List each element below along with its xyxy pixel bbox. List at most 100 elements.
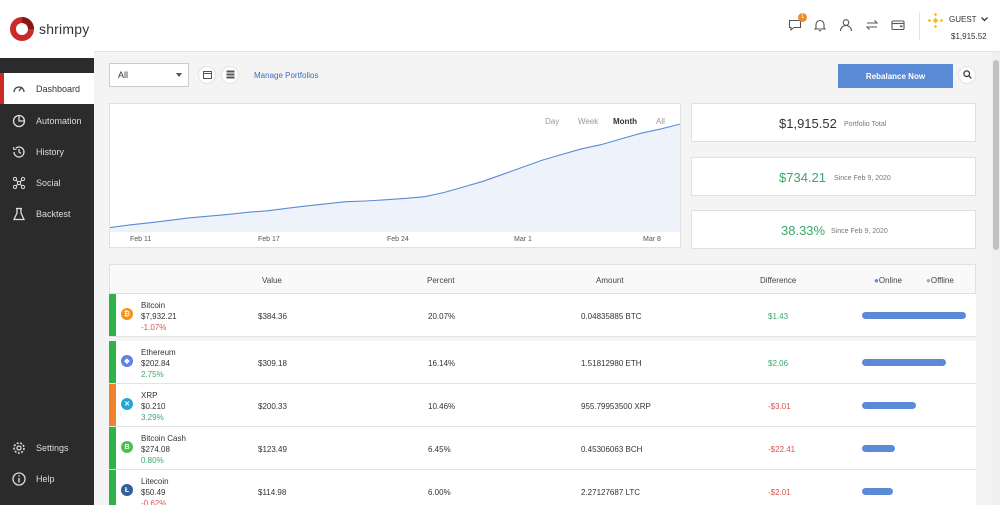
rebalance-now-button[interactable]: Rebalance Now: [838, 64, 953, 88]
caret-down-icon: [176, 73, 182, 77]
sidebar-item-social[interactable]: Social: [0, 167, 94, 198]
list-view-button[interactable]: [221, 66, 239, 84]
coin-change: 0.80%: [141, 456, 164, 465]
table-row[interactable]: ✕ XRP $0.210 3.29% $200.33 10.46% 955.79953500…: [109, 384, 976, 427]
column-header-amount: Amount: [596, 276, 624, 285]
x-tick-label: Mar 1: [514, 236, 532, 243]
list-icon: [226, 66, 235, 84]
range-tab-month[interactable]: Month: [613, 117, 637, 126]
search-button[interactable]: [958, 66, 976, 84]
sidebar-item-settings[interactable]: Settings: [0, 432, 94, 463]
coin-icon: ◆: [121, 355, 133, 367]
coin-price: $50.49: [141, 488, 166, 497]
flask-icon: [12, 207, 26, 221]
cell-difference: $1.43: [768, 312, 789, 321]
shrimpy-logo-icon: [9, 16, 35, 42]
sidebar-item-dashboard[interactable]: Dashboard: [0, 73, 94, 104]
sidebar-item-automation[interactable]: Automation: [0, 105, 94, 136]
table-row[interactable]: B Bitcoin Cash $274.08 0.80% $123.49 6.45% 0.4…: [109, 427, 976, 470]
calendar-button[interactable]: [198, 66, 216, 84]
sidebar: shrimpy Dashboard Automation History Soc…: [0, 0, 94, 505]
cell-percent: 10.46%: [428, 402, 456, 411]
stat-label: Portfolio Total: [844, 121, 887, 128]
holdings-table-header: Value Percent Amount Difference ●Online …: [109, 264, 976, 294]
sidebar-item-history[interactable]: History: [0, 136, 94, 167]
column-header-value: Value: [262, 276, 282, 285]
coin-glyph: B: [124, 443, 130, 451]
coin-name: Litecoin: [141, 477, 169, 486]
sidebar-item-help[interactable]: Help: [0, 463, 94, 494]
stat-value: 38.33%: [781, 223, 826, 238]
portfolio-chart-card: Day Week Month All Feb 11 Feb 17 Feb 24 …: [109, 103, 681, 248]
x-tick-label: Mar 8: [643, 236, 661, 243]
x-tick-label: Feb 11: [130, 236, 152, 243]
chart-series-line: [110, 123, 680, 229]
row-status-strip: [109, 470, 116, 505]
user-icon[interactable]: [839, 18, 853, 32]
coin-icon: ✕: [121, 398, 133, 410]
topbar-divider: [919, 12, 920, 40]
gear-icon: [12, 441, 26, 455]
cell-amount: 0.45306063 BCH: [581, 445, 643, 454]
cell-value: $114.98: [258, 488, 287, 497]
x-tick-label: Feb 17: [258, 236, 280, 243]
bell-icon[interactable]: [813, 18, 827, 32]
user-menu[interactable]: GUEST: [949, 15, 988, 24]
cell-value: $309.18: [258, 359, 287, 368]
wallet-icon[interactable]: [891, 18, 905, 32]
sidebar-item-label: Help: [36, 473, 55, 484]
table-row[interactable]: ₿ Bitcoin $7,932.21 -1.07% $384.36 20.07% 0.04…: [109, 294, 976, 337]
coin-glyph: ◆: [124, 358, 130, 365]
cell-percent: 6.00%: [428, 488, 451, 497]
chart-area-fill: [110, 124, 680, 232]
scrollbar-thumb[interactable]: [993, 60, 999, 250]
cell-amount: 955.79953500 XRP: [581, 402, 651, 411]
portfolio-area-chart: [110, 123, 680, 232]
table-row[interactable]: Ł Litecoin $50.49 -0.62% $114.98 6.00% 2.27127…: [109, 470, 976, 505]
coin-glyph: ✕: [124, 401, 130, 408]
info-icon: [12, 471, 26, 486]
allocation-bar: [862, 488, 893, 495]
table-row[interactable]: ◆ Ethereum $202.84 2.75% $309.18 16.14% 1.5181…: [109, 341, 976, 384]
page-scrollbar[interactable]: [992, 52, 1000, 505]
row-status-strip: [109, 294, 116, 336]
manage-portfolios-link[interactable]: Manage Portfolios: [254, 71, 319, 80]
cell-percent: 20.07%: [428, 312, 456, 321]
coin-glyph: Ł: [124, 486, 130, 494]
app-name: shrimpy: [39, 21, 90, 37]
coin-change: -1.07%: [141, 323, 167, 332]
range-tab-all[interactable]: All: [656, 117, 665, 126]
gauge-icon: [12, 82, 26, 96]
range-tab-week[interactable]: Week: [578, 117, 599, 126]
cell-value: $123.49: [258, 445, 287, 454]
portfolio-select[interactable]: All: [109, 63, 189, 87]
cell-difference: -$2.01: [768, 488, 791, 497]
notification-badge: 1: [798, 13, 807, 22]
top-bar: 1 GUEST $1,915.52: [94, 0, 1000, 52]
sidebar-item-backtest[interactable]: Backtest: [0, 198, 94, 229]
sidebar-item-label: Backtest: [36, 208, 71, 219]
coin-name: Ethereum: [141, 348, 176, 357]
stat-portfolio-total: $1,915.52 Portfolio Total: [691, 103, 976, 142]
logo[interactable]: shrimpy: [0, 0, 94, 58]
cell-percent: 16.14%: [428, 359, 456, 368]
coin-name: Bitcoin Cash: [141, 434, 186, 443]
sidebar-item-label: Settings: [36, 442, 69, 453]
stat-label: Since Feb 9, 2020: [834, 175, 891, 182]
binance-icon: [927, 12, 944, 29]
cell-amount: 0.04835885 BTC: [581, 312, 642, 321]
online-dot-icon: ●: [874, 276, 879, 285]
coin-price: $0.210: [141, 402, 166, 411]
cell-difference: -$22.41: [768, 445, 796, 454]
cell-amount: 1.51812980 ETH: [581, 359, 642, 368]
cell-difference: -$3.01: [768, 402, 791, 411]
chevron-down-icon: [980, 15, 988, 24]
transfer-icon[interactable]: [865, 18, 879, 32]
coin-glyph: ₿: [124, 310, 130, 318]
row-status-strip: [109, 384, 116, 426]
column-header-percent: Percent: [427, 276, 455, 285]
chat-icon[interactable]: 1: [788, 13, 807, 32]
row-status-strip: [109, 427, 116, 469]
coin-change: 3.29%: [141, 413, 164, 422]
range-tab-day[interactable]: Day: [545, 117, 560, 126]
